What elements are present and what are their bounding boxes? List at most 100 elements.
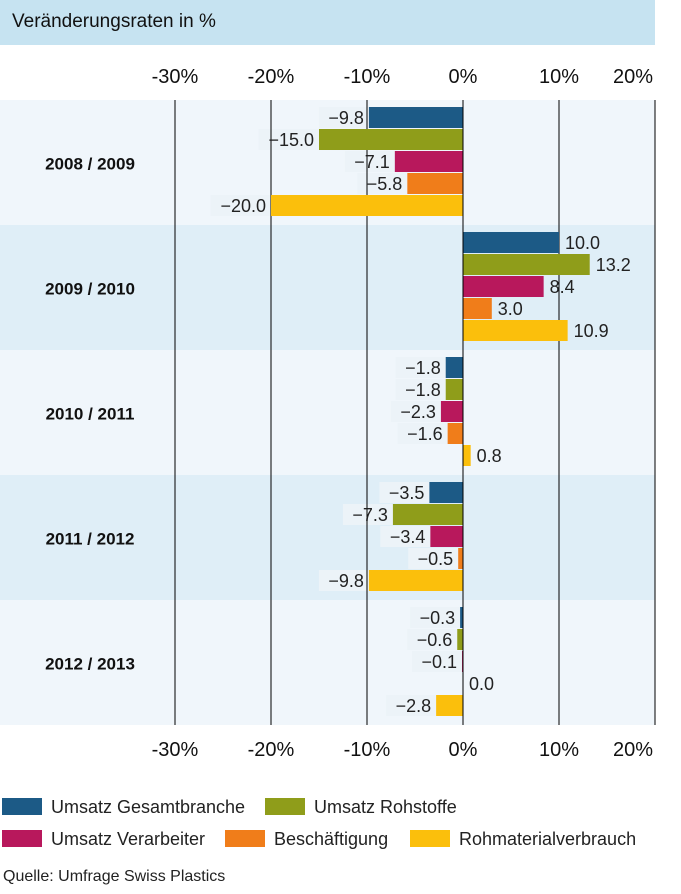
data-label: 13.2	[596, 255, 631, 275]
tick-label: 20%	[613, 66, 653, 88]
data-label: −3.4	[390, 527, 426, 547]
data-label: −0.1	[421, 652, 457, 672]
data-label: −0.6	[417, 630, 453, 650]
bar	[463, 232, 559, 253]
data-label: −20.0	[220, 196, 266, 216]
bar	[319, 129, 463, 150]
data-label: 0.0	[469, 674, 494, 694]
legend-swatch	[265, 798, 305, 815]
category-label: 2010 / 2011	[46, 405, 135, 424]
data-label: −0.3	[420, 608, 456, 628]
data-label: −5.8	[367, 174, 403, 194]
bar	[457, 629, 463, 650]
value-label-bg	[395, 357, 446, 378]
bar	[436, 695, 463, 716]
bar	[368, 570, 463, 591]
tick-label: 10%	[539, 739, 579, 761]
data-label: 10.0	[565, 233, 600, 253]
chart-header: Veränderungsraten in %	[0, 0, 655, 45]
value-label-bg	[258, 129, 319, 150]
group-band	[0, 350, 655, 475]
data-label: 3.0	[498, 299, 523, 319]
data-label: −2.8	[396, 696, 432, 716]
category-label: 2012 / 2013	[45, 655, 135, 674]
chart-title: Veränderungsraten in %	[12, 11, 216, 32]
data-label: −1.8	[405, 380, 441, 400]
legend-label: Umsatz Verarbeiter	[51, 829, 206, 849]
bar	[458, 548, 463, 569]
data-label: 10.9	[574, 321, 609, 341]
tick-label: -30%	[152, 739, 199, 761]
legend-swatch	[2, 830, 42, 847]
tick-label: 10%	[539, 66, 579, 88]
legend-item-verarbeiter: Umsatz Verarbeiter	[2, 829, 205, 850]
data-label: −1.6	[407, 424, 443, 444]
data-label: 0.8	[477, 446, 502, 466]
tick-label: -20%	[248, 66, 295, 88]
data-label: −3.5	[389, 483, 425, 503]
data-label: −9.8	[328, 571, 364, 591]
data-label: −15.0	[268, 130, 314, 150]
source-note: Quelle: Umfrage Swiss Plastics	[3, 868, 226, 885]
tick-label: 0%	[449, 739, 478, 761]
value-label-bg	[318, 107, 369, 128]
bar	[445, 357, 463, 378]
bar	[392, 504, 463, 525]
bar	[463, 298, 492, 319]
tick-label: 20%	[613, 739, 653, 761]
data-label: 8.4	[550, 277, 575, 297]
bar	[463, 445, 471, 466]
value-label-bg	[210, 195, 271, 216]
value-label-bg	[357, 173, 408, 194]
value-label-bg	[390, 401, 441, 422]
value-label-bg	[342, 504, 393, 525]
legend-swatch	[225, 830, 265, 847]
value-label-bg	[408, 548, 459, 569]
value-label-bg	[386, 695, 437, 716]
value-label-bg	[318, 570, 369, 591]
value-label-bg	[395, 379, 446, 400]
bar	[460, 607, 463, 628]
bar	[447, 423, 463, 444]
bar	[463, 276, 544, 297]
bar	[440, 401, 463, 422]
bar	[394, 151, 463, 172]
group-band	[0, 600, 655, 725]
legend-label: Beschäftigung	[274, 829, 389, 849]
tick-label: -30%	[152, 66, 199, 88]
legend-item-rohmaterialverbrauch: Rohmaterialverbrauch	[410, 829, 636, 850]
bar-chart: −9.8 −15.0 −7.1−5.8 −20.0 10.013.2 8.4 3.0 10.9…	[0, 66, 656, 761]
legend-label: Rohmaterialverbrauch	[459, 829, 637, 849]
bar	[368, 107, 463, 128]
bar	[407, 173, 463, 194]
value-label-bg	[407, 629, 458, 650]
data-label: −7.1	[354, 152, 390, 172]
legend-swatch	[410, 830, 450, 847]
legend-item-rohstoffe: Umsatz Rohstoffe	[265, 797, 457, 818]
bar	[445, 379, 463, 400]
value-label-bg	[412, 651, 463, 672]
category-label: 2011 / 2012	[46, 530, 135, 549]
bar	[430, 526, 463, 547]
bar	[429, 482, 463, 503]
data-label: −1.8	[405, 358, 441, 378]
data-label: −7.3	[352, 505, 388, 525]
value-label-bg	[380, 526, 431, 547]
value-label-bg	[397, 423, 448, 444]
data-label: −2.3	[400, 402, 436, 422]
category-label: 2009 / 2010	[45, 280, 135, 299]
legend-item-beschaeftigung: Beschäftigung	[225, 829, 388, 850]
legend-label: Umsatz Rohstoffe	[314, 797, 457, 817]
bar	[271, 195, 463, 216]
value-label-bg	[344, 151, 395, 172]
value-label-bg	[410, 607, 461, 628]
value-label-bg	[379, 482, 430, 503]
legend-swatch	[2, 798, 42, 815]
tick-label: 0%	[449, 66, 478, 88]
tick-label: -20%	[248, 739, 295, 761]
data-label: −9.8	[328, 108, 364, 128]
data-label: −0.5	[418, 549, 454, 569]
bar	[463, 254, 590, 275]
legend-item-gesamtbranche: Umsatz Gesamtbranche	[2, 797, 245, 818]
legend-label: Umsatz Gesamtbranche	[51, 797, 246, 817]
